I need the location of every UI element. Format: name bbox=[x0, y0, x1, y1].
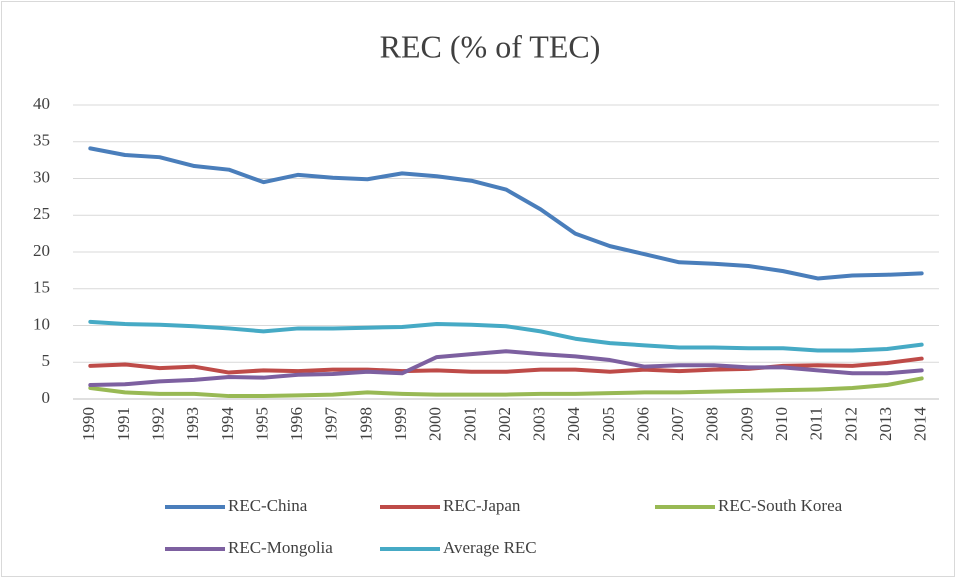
y-tick-label: 25 bbox=[33, 204, 50, 223]
legend-label: REC-Mongolia bbox=[228, 538, 333, 557]
legend-label: REC-South Korea bbox=[718, 496, 843, 515]
x-tick-label: 2006 bbox=[633, 407, 652, 441]
data-line bbox=[88, 349, 924, 388]
x-tick-label: 2000 bbox=[426, 407, 445, 441]
x-tick-label: 1993 bbox=[183, 407, 202, 441]
y-tick-label: 20 bbox=[33, 241, 50, 260]
x-tick-label: 2012 bbox=[841, 407, 860, 441]
x-tick-label: 1991 bbox=[114, 407, 133, 441]
x-tick-label: 2005 bbox=[599, 407, 618, 441]
x-tick-label: 2007 bbox=[668, 407, 687, 442]
y-tick-label: 40 bbox=[33, 94, 50, 113]
x-tick-label: 1992 bbox=[149, 407, 168, 441]
x-tick-label: 2009 bbox=[737, 407, 756, 441]
y-tick-label: 15 bbox=[33, 278, 50, 297]
x-tick-label: 1995 bbox=[252, 407, 271, 441]
x-tick-label: 2014 bbox=[911, 407, 930, 442]
y-tick-label: 0 bbox=[42, 388, 51, 407]
legend-label: REC-Japan bbox=[443, 496, 521, 515]
x-tick-label: 1996 bbox=[287, 407, 306, 441]
y-tick-label: 5 bbox=[42, 351, 51, 370]
x-tick-label: 1990 bbox=[79, 407, 98, 441]
x-tick-label: 2010 bbox=[772, 407, 791, 441]
x-tick-label: 1994 bbox=[218, 407, 237, 442]
y-tick-label: 30 bbox=[33, 167, 50, 186]
data-line bbox=[88, 319, 924, 353]
x-tick-label: 1998 bbox=[356, 407, 375, 441]
y-tick-label: 10 bbox=[33, 314, 50, 333]
y-tick-label: 35 bbox=[33, 131, 50, 150]
x-tick-label: 2011 bbox=[807, 407, 826, 440]
x-tick-label: 2001 bbox=[460, 407, 479, 441]
legend-label: Average REC bbox=[443, 538, 537, 557]
x-tick-label: 2003 bbox=[530, 407, 549, 441]
x-tick-label: 2002 bbox=[495, 407, 514, 441]
x-tick-label: 2013 bbox=[876, 407, 895, 441]
x-tick-label: 1999 bbox=[391, 407, 410, 441]
x-tick-label: 2004 bbox=[564, 407, 583, 442]
data-line bbox=[88, 146, 924, 281]
legend-label: REC-China bbox=[228, 496, 308, 515]
chart-title: REC (% of TEC) bbox=[380, 28, 601, 64]
data-line bbox=[88, 376, 924, 399]
x-tick-label: 2008 bbox=[703, 407, 722, 441]
x-tick-label: 1997 bbox=[322, 407, 341, 442]
